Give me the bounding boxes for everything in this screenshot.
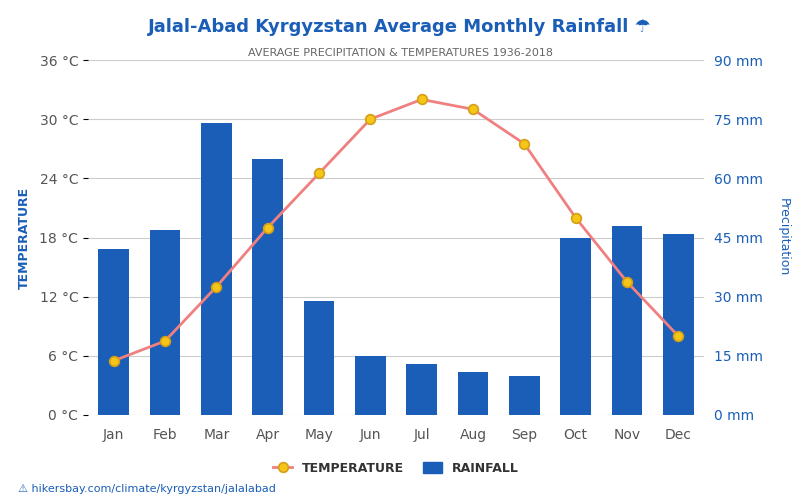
Bar xyxy=(304,300,334,415)
Bar xyxy=(406,364,437,415)
Bar xyxy=(509,376,540,415)
Bar xyxy=(663,234,694,415)
Bar xyxy=(355,356,386,415)
Text: Jalal-Abad Kyrgyzstan Average Monthly Rainfall ☂: Jalal-Abad Kyrgyzstan Average Monthly Ra… xyxy=(148,18,652,36)
Bar xyxy=(98,250,129,415)
Text: AVERAGE PRECIPITATION & TEMPERATURES 1936-2018: AVERAGE PRECIPITATION & TEMPERATURES 193… xyxy=(247,48,553,58)
Bar xyxy=(201,123,232,415)
Y-axis label: TEMPERATURE: TEMPERATURE xyxy=(18,186,31,288)
Bar xyxy=(560,238,591,415)
Text: ⚠ hikersbay.com/climate/kyrgyzstan/jalalabad: ⚠ hikersbay.com/climate/kyrgyzstan/jalal… xyxy=(18,484,275,494)
Bar xyxy=(150,230,180,415)
Legend: TEMPERATURE, RAINFALL: TEMPERATURE, RAINFALL xyxy=(268,457,524,480)
Bar xyxy=(252,158,283,415)
Y-axis label: Precipitation: Precipitation xyxy=(777,198,790,276)
Bar xyxy=(611,226,642,415)
Bar xyxy=(458,372,488,415)
